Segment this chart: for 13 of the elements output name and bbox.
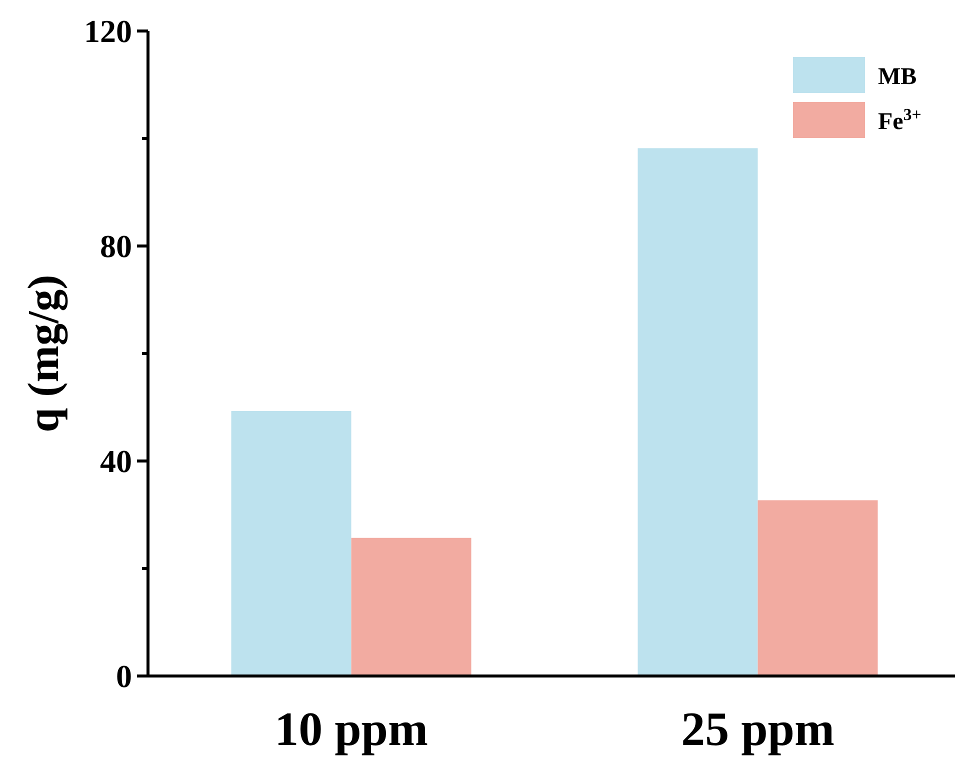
y-tick-label: 40 [100, 443, 132, 480]
legend-label: MB [878, 64, 917, 90]
legend-label: Fe$^{3+}$ [878, 104, 922, 135]
y-tick-label: 80 [100, 228, 132, 264]
x-tick-label: 10 ppm [274, 703, 428, 756]
bar [351, 538, 472, 676]
bar [638, 148, 758, 676]
y-tick-label: 120 [84, 13, 132, 50]
x-tick-label: 25 ppm [681, 703, 834, 756]
y-axis-title: q (mg/g) [19, 274, 68, 432]
bar [231, 411, 352, 676]
bar [758, 500, 878, 676]
y-tick-label: 0 [116, 658, 132, 694]
